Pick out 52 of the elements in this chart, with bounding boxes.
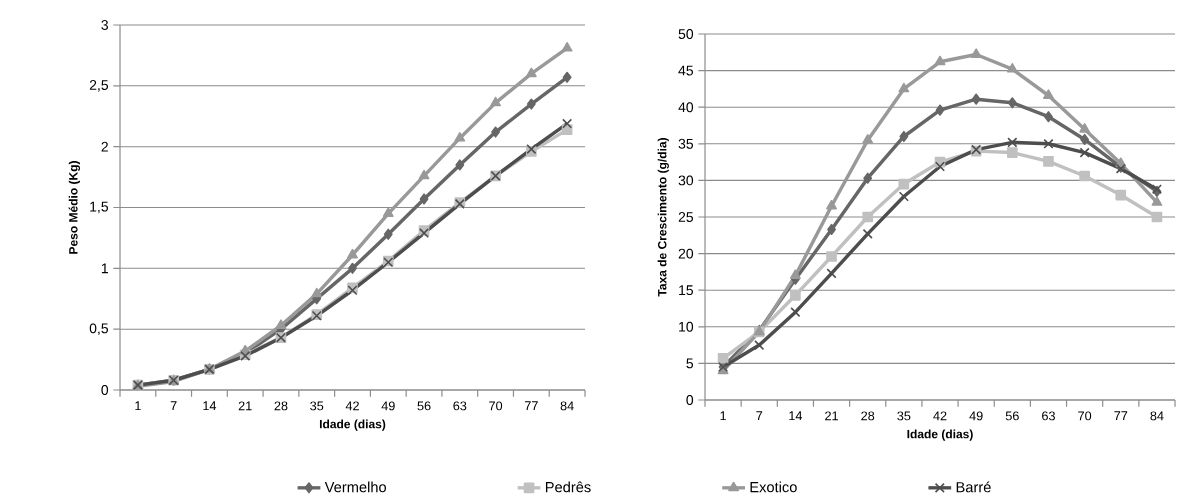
y-tick-label: 5 (686, 358, 694, 369)
x-tick-label: 56 (417, 401, 431, 411)
x-tick-label: 42 (345, 401, 359, 411)
y-tick-label: 25 (678, 212, 694, 222)
x-tick-label: 7 (170, 401, 177, 411)
x-axis-title: Idade (dias) (319, 419, 386, 431)
legend-label: Exotico (750, 481, 797, 493)
y-tick-label: 2 (101, 141, 108, 152)
x-tick-label: 63 (453, 401, 467, 411)
x-tick-label: 42 (933, 411, 947, 421)
x-axis-title: Idade (dias) (907, 429, 973, 441)
y-tick-label: 2,5 (89, 80, 109, 92)
x-tick-label: 63 (1042, 411, 1055, 421)
x-tick-label: 70 (1078, 411, 1092, 421)
x-tick-label: 35 (897, 411, 911, 421)
y-tick-label: 1,5 (90, 201, 109, 214)
x-tick-label: 1 (720, 411, 726, 421)
y-tick-label: 45 (678, 65, 694, 76)
x-tick-label: 70 (489, 401, 503, 411)
y-tick-label: 40 (678, 102, 694, 113)
y-tick-label: 0 (686, 395, 694, 405)
x-tick-label: 77 (1114, 411, 1128, 421)
x-tick-label: 77 (524, 401, 538, 411)
x-tick-label: 84 (560, 401, 574, 411)
y-tick-label: 0,5 (89, 323, 109, 335)
x-tick-label: 1 (135, 401, 141, 411)
y-tick-label: 35 (678, 138, 694, 149)
y-tick-label: 30 (678, 175, 694, 186)
legend-label: Barré (956, 481, 991, 493)
x-tick-label: 56 (1005, 411, 1019, 421)
legend-label: Vermelho (324, 481, 387, 493)
x-tick-label: 84 (1150, 411, 1164, 421)
y-tick-label: 20 (678, 248, 694, 259)
y-tick-label: 0 (101, 385, 109, 395)
x-tick-label: 28 (274, 401, 288, 411)
y-tick-label: 15 (679, 285, 694, 296)
x-tick-label: 21 (238, 401, 252, 411)
x-tick-label: 21 (825, 411, 838, 421)
y-tick-label: 1 (101, 263, 108, 274)
y-axis-title: Peso Médio (Kg) (68, 161, 81, 254)
x-tick-label: 49 (381, 401, 395, 411)
x-tick-label: 14 (789, 411, 803, 421)
x-tick-label: 49 (969, 411, 983, 421)
x-tick-label: 35 (310, 401, 324, 411)
x-tick-label: 28 (861, 411, 875, 421)
y-axis-title: Taxa de Crescimento (g/dia) (657, 138, 669, 297)
y-tick-label: 50 (678, 29, 694, 39)
x-tick-label: 7 (756, 411, 763, 421)
y-tick-label: 10 (679, 321, 694, 332)
x-tick-label: 14 (203, 401, 217, 411)
legend-label: Pedrês (545, 481, 591, 493)
y-tick-label: 3 (101, 20, 109, 30)
